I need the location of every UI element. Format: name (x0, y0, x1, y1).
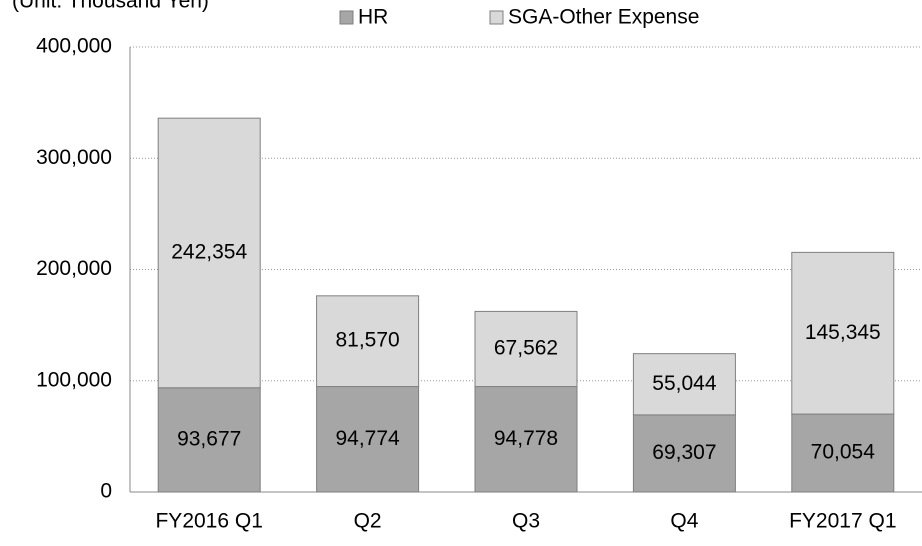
bar-segment (791, 413, 895, 493)
value-label: 70,054 (811, 441, 876, 464)
value-label: 242,354 (171, 241, 247, 264)
y-tick-label: 100,000 (36, 368, 112, 391)
bar-segment (474, 386, 578, 493)
value-label: 94,778 (494, 427, 558, 450)
value-label: 55,044 (652, 372, 717, 395)
bar-segment (474, 310, 578, 388)
y-tick-label: 400,000 (36, 35, 112, 58)
bar-segment (632, 353, 736, 416)
value-label: 93,677 (177, 427, 241, 450)
y-tick-label: 0 (100, 480, 112, 503)
x-tick-label: Q2 (354, 510, 382, 533)
bar-segment (157, 117, 261, 389)
y-tick-label: 200,000 (36, 257, 112, 280)
value-label: 67,562 (494, 337, 558, 360)
bar-segment (316, 386, 420, 493)
legend-label: HR (358, 6, 388, 29)
bar-segment (632, 414, 736, 493)
x-tick-label: FY2017 Q1 (789, 510, 896, 533)
value-label: 69,307 (652, 441, 716, 464)
x-tick-label: Q3 (512, 510, 540, 533)
bar-segment (791, 251, 895, 415)
legend-swatch (339, 10, 354, 25)
x-tick-label: Q4 (670, 510, 698, 533)
legend-label: SGA-Other Expense (508, 6, 699, 29)
x-tick-label: FY2016 Q1 (155, 510, 262, 533)
y-tick-label: 300,000 (36, 146, 112, 169)
legend-swatch (489, 10, 504, 25)
value-label: 145,345 (805, 321, 881, 344)
bar-segment (157, 387, 261, 493)
value-label: 81,570 (335, 329, 399, 352)
chart-subtitle: (Unit: Thousand Yen) (12, 0, 209, 13)
value-label: 94,774 (335, 427, 400, 450)
bar-segment (316, 295, 420, 388)
